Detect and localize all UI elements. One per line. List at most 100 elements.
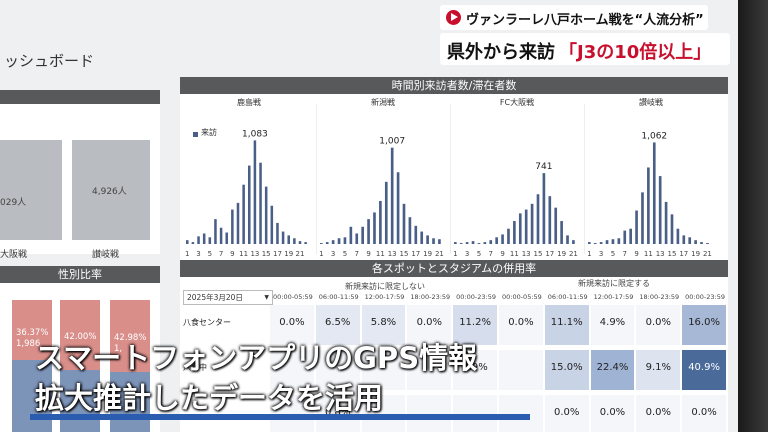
bar <box>208 237 212 244</box>
x-tick-label: 9 <box>500 250 504 258</box>
x-tick-label: 11 <box>376 250 385 258</box>
bar <box>483 242 487 244</box>
bar <box>432 238 435 244</box>
bar <box>465 242 469 244</box>
bar <box>560 221 563 244</box>
table-cell <box>407 395 452 432</box>
gender-pct-1: 36.37% <box>16 328 49 338</box>
date-select[interactable]: 2025年3月20日 ▼ <box>183 290 273 305</box>
bar <box>236 202 240 244</box>
x-tick-label: 17 <box>411 250 420 258</box>
bar <box>402 203 406 244</box>
table-cell <box>315 350 360 390</box>
bar <box>325 242 329 244</box>
table-cell <box>270 395 314 432</box>
bar <box>343 237 347 244</box>
bar <box>264 186 268 244</box>
table-cell-value: 15.0% <box>550 362 583 373</box>
table-cell <box>453 350 497 390</box>
bar <box>253 140 257 244</box>
table-cell-value: 0.0% <box>553 407 580 418</box>
bar <box>337 238 341 244</box>
bar <box>384 181 388 244</box>
table-cell-value: 0.0% <box>599 407 626 418</box>
dashboard-screen: ッシュボード 029人 4,926人 大阪戦 讃岐戦 性別比率 36.37% 1… <box>0 0 738 432</box>
headline-box <box>440 33 730 65</box>
x-tick-label: 1 <box>587 250 591 258</box>
group1-label: 新規来訪に限定しない <box>345 282 425 291</box>
table-cell <box>682 395 726 432</box>
bar <box>293 238 296 244</box>
gender-pct-3: 42.98% <box>114 333 147 343</box>
dashboard-title: ッシュボード <box>4 52 95 70</box>
peak-data-label: 1,083 <box>242 129 268 139</box>
table-cell <box>499 395 543 432</box>
x-tick-label: 21 <box>435 250 444 258</box>
bar <box>420 231 424 244</box>
bar <box>524 209 528 244</box>
table-cell <box>407 350 452 390</box>
bar <box>298 241 302 244</box>
time-column-header: 06:00-11:59 <box>318 293 359 301</box>
bar <box>652 142 656 244</box>
table-cell <box>407 305 452 345</box>
bar <box>507 228 510 244</box>
bar <box>513 221 516 244</box>
table-cell-value: 0.0% <box>691 407 717 418</box>
bar <box>471 241 475 244</box>
gender-header: 性別比率 <box>0 266 160 283</box>
x-tick-label: 17 <box>679 250 688 258</box>
bar <box>566 235 569 244</box>
x-tick-label: 19 <box>423 250 432 258</box>
hourly-header: 時間別来訪者数/滞在者数 <box>180 77 728 94</box>
time-column-header: 12:00-17:59 <box>364 293 405 301</box>
chart-title-4: 讃岐戦 <box>639 98 663 107</box>
gender-blue-col-1 <box>12 360 52 432</box>
x-tick-label: 5 <box>343 250 347 258</box>
bar <box>694 240 697 244</box>
table-header: 各スポットとスタジアムの併用率 <box>180 260 728 277</box>
date-select-value: 2025年3月20日 <box>187 293 243 302</box>
chart-title-1: 鹿島戦 <box>237 98 261 107</box>
gender-blue-col-3 <box>110 372 150 432</box>
gender-pct-2: 42.00% <box>64 332 97 342</box>
table-cell <box>499 350 543 390</box>
bar <box>530 203 534 244</box>
bar <box>390 147 394 244</box>
peak-data-label: 741 <box>535 162 552 172</box>
bar <box>617 238 621 244</box>
peak-data-label: 1,007 <box>379 137 405 147</box>
bar <box>355 233 359 244</box>
kpi-value-2: 4,926人 <box>92 187 127 197</box>
table-cell-value: 5.8% <box>370 317 397 328</box>
play-icon <box>446 10 461 25</box>
chart-title-3: FC大阪戦 <box>499 98 535 107</box>
time-column-header: 00:00-23:59 <box>685 293 725 301</box>
bar <box>542 173 546 244</box>
table-cell <box>590 350 635 390</box>
table-cell <box>270 350 314 390</box>
row-label: 八食センター <box>183 318 231 327</box>
news-tag-text: ヴァンラーレ八戸ホーム戦を“人流分析” <box>466 13 704 28</box>
bar <box>379 200 382 244</box>
bar <box>599 242 603 244</box>
bar <box>477 243 481 244</box>
bar <box>658 176 662 244</box>
table-cell <box>544 350 589 390</box>
table-cell-value: 6.5% <box>324 317 351 328</box>
table-cell-value: 9.1% <box>645 362 671 373</box>
table-cell-value: 4.9% <box>599 317 626 328</box>
table-cell <box>315 395 360 432</box>
bar <box>572 240 575 244</box>
table-cell <box>270 305 314 345</box>
x-tick-label: 9 <box>230 250 234 258</box>
table-cell <box>361 305 406 345</box>
bar <box>588 242 591 244</box>
x-tick-label: 19 <box>557 250 566 258</box>
bar <box>287 235 290 244</box>
gender-pink-col-2 <box>60 300 100 370</box>
